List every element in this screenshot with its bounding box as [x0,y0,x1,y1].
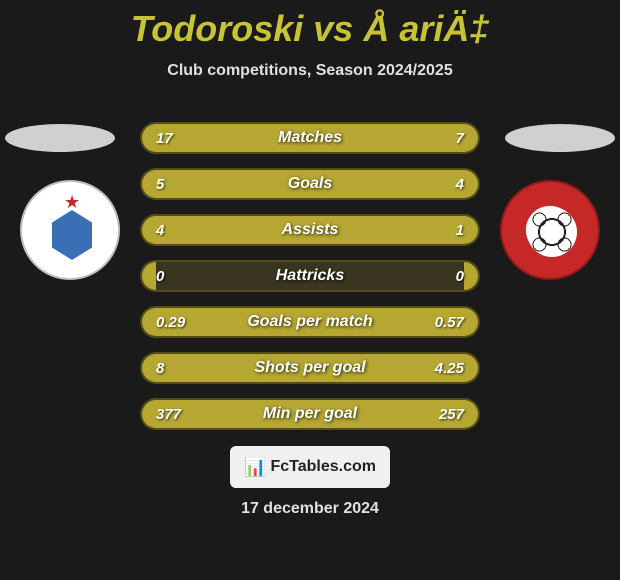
stat-row: 84.25Shots per goal [140,352,480,384]
player-shadow-left [5,124,115,152]
comparison-date: 17 december 2024 [0,500,620,518]
stat-row: 00Hattricks [140,260,480,292]
stat-row: 177Matches [140,122,480,154]
stat-value-left: 0.29 [142,308,256,336]
stat-value-left: 8 [142,354,360,382]
stat-row: 0.290.57Goals per match [140,306,480,338]
stat-value-left: 4 [142,216,411,244]
stat-value-left: 0 [142,262,156,290]
chart-icon: 📊 [244,457,266,478]
team-logo-left [20,180,120,280]
stat-value-right: 257 [340,400,478,428]
player-shadow-right [505,124,615,152]
stat-row: 54Goals [140,168,480,200]
stat-value-right: 0 [464,262,478,290]
soccer-ball-icon [527,207,577,257]
stat-value-right: 4 [330,170,478,198]
comparison-subtitle: Club competitions, Season 2024/2025 [0,62,620,80]
stat-value-right: 1 [411,216,478,244]
stat-value-right: 0.57 [256,308,478,336]
stat-value-right: 4.25 [360,354,478,382]
stat-value-left: 17 [142,124,377,152]
stat-gap [156,262,464,290]
team-logo-right [500,180,600,280]
stat-value-right: 7 [377,124,478,152]
comparison-title: Todoroski vs Å ariÄ‡ [0,0,620,50]
stat-value-left: 377 [142,400,340,428]
stat-row: 377257Min per goal [140,398,480,430]
stats-container: 177Matches54Goals41Assists00Hattricks0.2… [140,122,480,444]
stat-row: 41Assists [140,214,480,246]
stat-value-left: 5 [142,170,330,198]
branding-text: FcTables.com [270,458,376,476]
branding-badge: 📊 FcTables.com [230,446,390,488]
